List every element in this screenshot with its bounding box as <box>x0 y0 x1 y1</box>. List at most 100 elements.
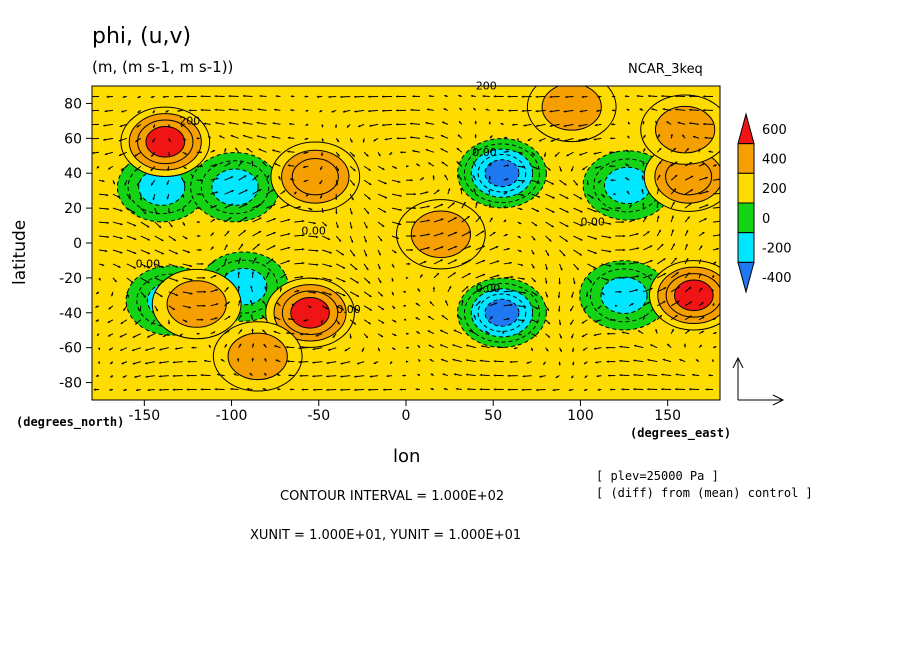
wind-arrowhead <box>413 192 416 196</box>
wind-arrowhead <box>256 121 260 125</box>
x-tick-label: 0 <box>402 408 411 424</box>
wind-arrowhead <box>485 330 488 334</box>
wind-arrowhead <box>597 388 600 391</box>
wind-arrowhead <box>584 375 588 378</box>
wind-arrowhead <box>606 278 609 281</box>
wind-arrowhead <box>685 230 689 233</box>
wind-arrowhead <box>150 168 153 172</box>
wind-arrowhead <box>519 333 522 336</box>
y-tick-label: 0 <box>73 236 82 252</box>
wind-arrowhead <box>440 329 443 333</box>
model-name: NCAR_3keq <box>628 62 703 77</box>
wind-arrowhead <box>215 317 218 320</box>
anomaly-15 <box>579 260 669 331</box>
wind-arrowhead <box>258 231 262 234</box>
wind-arrowhead <box>683 343 687 346</box>
wind-arrowhead <box>594 166 598 169</box>
wind-arrowhead <box>233 373 237 376</box>
wind-arrowhead <box>337 321 340 325</box>
wind-arrowhead <box>365 335 368 339</box>
wind-arrowhead <box>237 285 240 289</box>
wind-arrowhead <box>312 374 315 378</box>
wind-arrowhead <box>672 201 675 205</box>
wind-arrowhead <box>302 248 305 251</box>
anomaly-7 <box>640 94 720 165</box>
wind-arrowhead <box>294 191 297 195</box>
wind-arrowhead <box>623 234 626 238</box>
wind-arrowhead <box>577 138 581 142</box>
wind-arrowhead <box>273 330 277 334</box>
colorbar-swatch <box>737 261 755 294</box>
wind-arrowhead <box>96 165 100 169</box>
wind-arrowhead <box>621 331 625 334</box>
wind-arrowhead <box>158 388 162 392</box>
wind-arrowhead <box>120 251 123 254</box>
contour-level <box>600 276 648 315</box>
wind-arrowhead <box>674 175 678 178</box>
wind-arrowhead <box>416 163 419 166</box>
wind-arrowhead <box>522 165 525 169</box>
wind-arrowhead <box>425 121 428 125</box>
wind-arrowhead <box>290 95 294 98</box>
wind-arrowhead <box>266 175 270 178</box>
wind-arrowhead <box>255 174 259 178</box>
wind-arrowhead <box>92 151 95 155</box>
wind-arrowhead <box>313 221 316 225</box>
wind-arrowhead <box>705 388 708 391</box>
vector-units: XUNIT = 1.000E+01, YUNIT = 1.000E+01 <box>250 528 522 543</box>
wind-arrowhead <box>199 151 202 154</box>
wind-arrowhead <box>453 373 457 376</box>
wind-arrowhead <box>705 204 709 207</box>
wind-arrowhead <box>703 95 706 98</box>
wind-arrowhead <box>408 262 411 266</box>
y-tick-label: -60 <box>59 341 82 357</box>
wind-arrowhead <box>690 175 694 178</box>
wind-arrowhead <box>675 108 678 111</box>
wind-arrowhead <box>230 387 233 391</box>
wind-arrowhead <box>152 139 155 143</box>
wind-arrowhead <box>656 201 659 205</box>
wind-arrowhead <box>225 244 228 248</box>
anomaly-1 <box>190 152 280 223</box>
wind-arrowhead <box>275 359 279 362</box>
wind-arrowhead <box>488 189 491 193</box>
wind-arrowhead <box>377 348 380 352</box>
wind-arrowhead <box>89 123 91 125</box>
wind-arrowhead <box>197 332 200 335</box>
wind-arrowhead <box>228 217 232 220</box>
x-tick-label: 50 <box>484 408 502 424</box>
wind-arrowhead <box>334 125 338 128</box>
wind-arrowhead <box>320 153 324 157</box>
wind-arrowhead <box>436 273 439 276</box>
wind-arrowhead <box>605 346 609 349</box>
wind-arrowhead <box>503 219 507 223</box>
contour-label: 0.00 <box>472 146 497 159</box>
wind-arrowhead <box>512 123 515 126</box>
wind-arrowhead <box>522 375 525 378</box>
wind-arrowhead <box>301 388 304 391</box>
wind-arrowhead <box>312 347 315 351</box>
wind-arrowhead <box>534 334 537 337</box>
wind-arrowhead <box>250 300 253 303</box>
wind-arrowhead <box>296 289 300 293</box>
wind-arrowhead <box>531 252 535 255</box>
wind-arrowhead <box>557 295 561 299</box>
wind-arrowhead <box>368 109 371 113</box>
wind-arrowhead <box>349 336 352 339</box>
wind-arrowhead <box>632 219 636 222</box>
wind-arrowhead <box>151 322 154 325</box>
wind-arrowhead <box>102 179 105 183</box>
wind-arrowhead <box>162 95 166 99</box>
wind-arrowhead <box>697 148 701 151</box>
wind-arrowhead <box>547 321 551 325</box>
wind-arrowhead <box>118 139 122 142</box>
wind-arrowhead <box>704 218 707 221</box>
wind-arrowhead <box>521 109 524 113</box>
wind-arrowhead <box>621 388 624 391</box>
wind-arrowhead <box>366 154 369 157</box>
wind-arrowhead <box>582 167 585 170</box>
wind-arrowhead <box>197 137 200 140</box>
wind-arrowhead <box>506 150 509 153</box>
wind-arrowhead <box>251 271 255 274</box>
wind-arrowhead <box>211 246 214 249</box>
